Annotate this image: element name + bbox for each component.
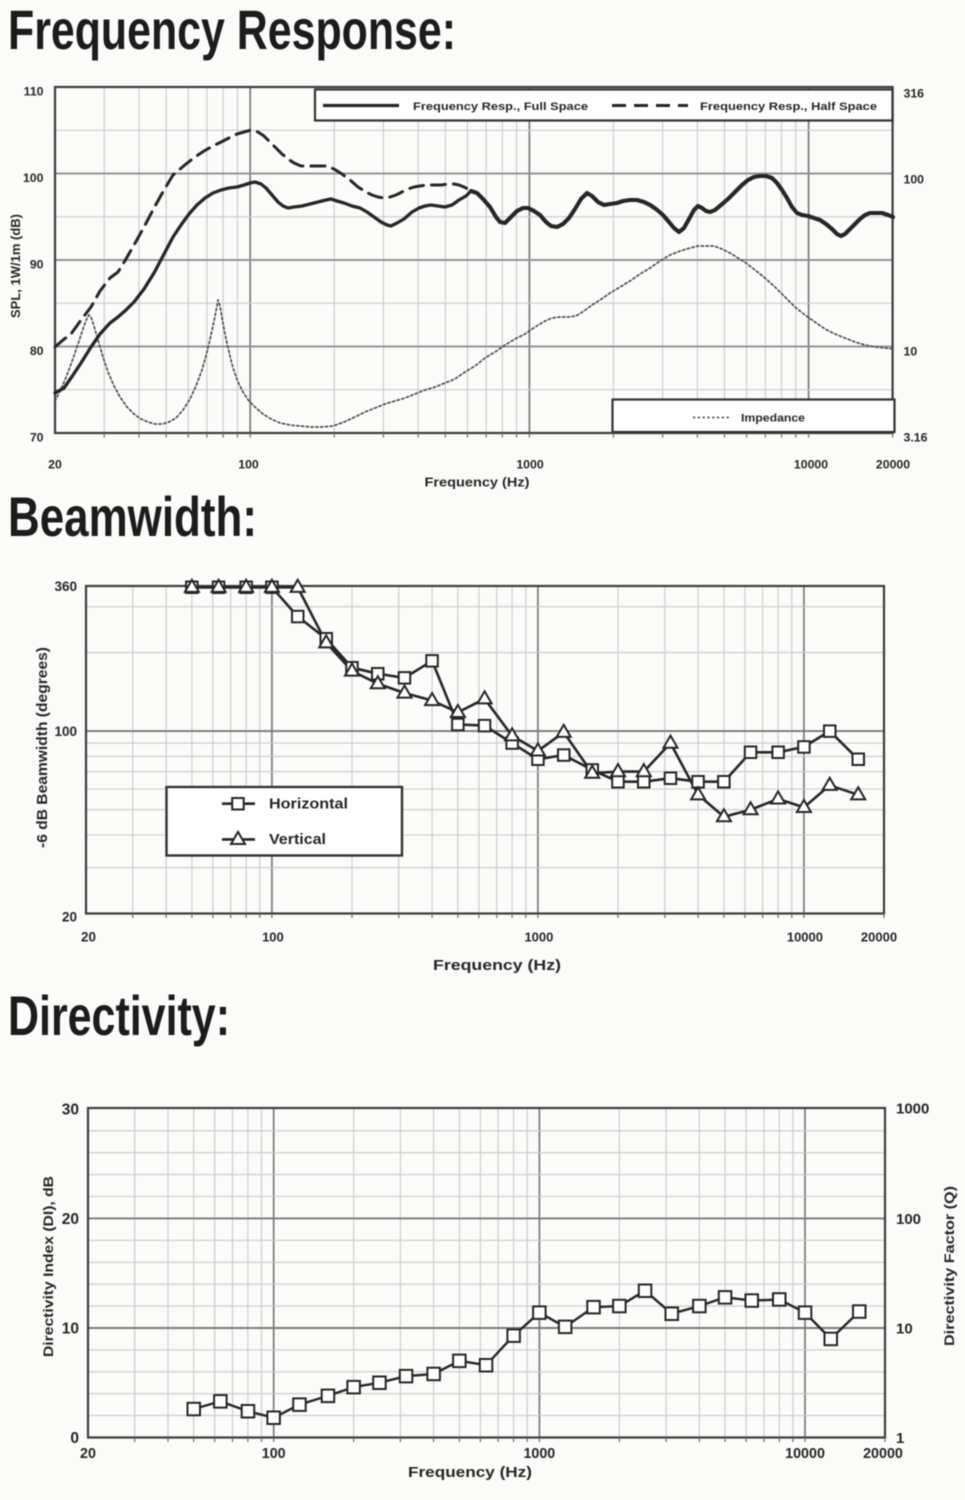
- svg-text:100: 100: [262, 930, 284, 945]
- svg-text:SPL, 1W/1m (dB): SPL, 1W/1m (dB): [9, 214, 23, 318]
- svg-text:80: 80: [30, 344, 44, 358]
- svg-text:20: 20: [81, 930, 96, 945]
- svg-text:90: 90: [30, 258, 44, 272]
- svg-text:70: 70: [30, 431, 44, 445]
- svg-text:Frequency (Hz): Frequency (Hz): [425, 476, 530, 490]
- svg-text:10: 10: [904, 344, 918, 358]
- svg-text:10000: 10000: [785, 1446, 825, 1462]
- svg-text:Frequency (Hz): Frequency (Hz): [433, 957, 561, 974]
- svg-text:Directivity:: Directivity:: [8, 984, 230, 1047]
- svg-text:100: 100: [262, 1446, 286, 1462]
- svg-text:360: 360: [54, 579, 77, 594]
- svg-text:1000: 1000: [524, 930, 553, 945]
- svg-text:20000: 20000: [863, 1446, 903, 1462]
- svg-text:20000: 20000: [861, 930, 897, 945]
- svg-text:1000: 1000: [516, 458, 544, 472]
- svg-text:3.16: 3.16: [904, 431, 928, 445]
- svg-text:Frequency Resp., Full Space: Frequency Resp., Full Space: [413, 101, 588, 113]
- svg-text:Impedance: Impedance: [741, 413, 805, 425]
- svg-text:Directivity Index (DI), dB: Directivity Index (DI), dB: [40, 1176, 56, 1357]
- svg-text:100: 100: [238, 458, 259, 472]
- svg-text:Frequency (Hz): Frequency (Hz): [408, 1464, 532, 1481]
- svg-text:0: 0: [70, 1430, 79, 1447]
- svg-text:100: 100: [23, 171, 44, 185]
- svg-text:10: 10: [62, 1320, 79, 1337]
- svg-text:1000: 1000: [523, 1446, 555, 1462]
- svg-text:Horizontal: Horizontal: [269, 797, 348, 813]
- svg-text:10000: 10000: [794, 458, 828, 472]
- svg-text:20: 20: [62, 910, 77, 925]
- svg-text:-6 dB Beamwidth (degrees): -6 dB Beamwidth (degrees): [35, 647, 51, 848]
- svg-text:1000: 1000: [896, 1101, 929, 1118]
- svg-text:Directivity Factor (Q): Directivity Factor (Q): [941, 1186, 957, 1346]
- svg-text:10000: 10000: [787, 930, 823, 945]
- svg-text:Vertical: Vertical: [269, 832, 326, 848]
- svg-text:100: 100: [896, 1211, 921, 1228]
- svg-text:1: 1: [896, 1430, 904, 1447]
- svg-text:Frequency Response:: Frequency Response:: [8, 0, 456, 61]
- svg-text:20000: 20000: [876, 458, 910, 472]
- svg-text:110: 110: [24, 85, 44, 99]
- svg-text:Frequency Resp., Half Space: Frequency Resp., Half Space: [700, 101, 877, 113]
- svg-text:10: 10: [896, 1320, 913, 1337]
- svg-text:20: 20: [48, 458, 62, 472]
- svg-text:316: 316: [904, 87, 925, 101]
- svg-text:100: 100: [904, 172, 925, 186]
- svg-text:20: 20: [62, 1211, 79, 1228]
- svg-text:30: 30: [62, 1101, 79, 1118]
- svg-text:Beamwidth:: Beamwidth:: [8, 485, 257, 548]
- svg-text:100: 100: [54, 724, 77, 739]
- svg-text:20: 20: [80, 1446, 96, 1462]
